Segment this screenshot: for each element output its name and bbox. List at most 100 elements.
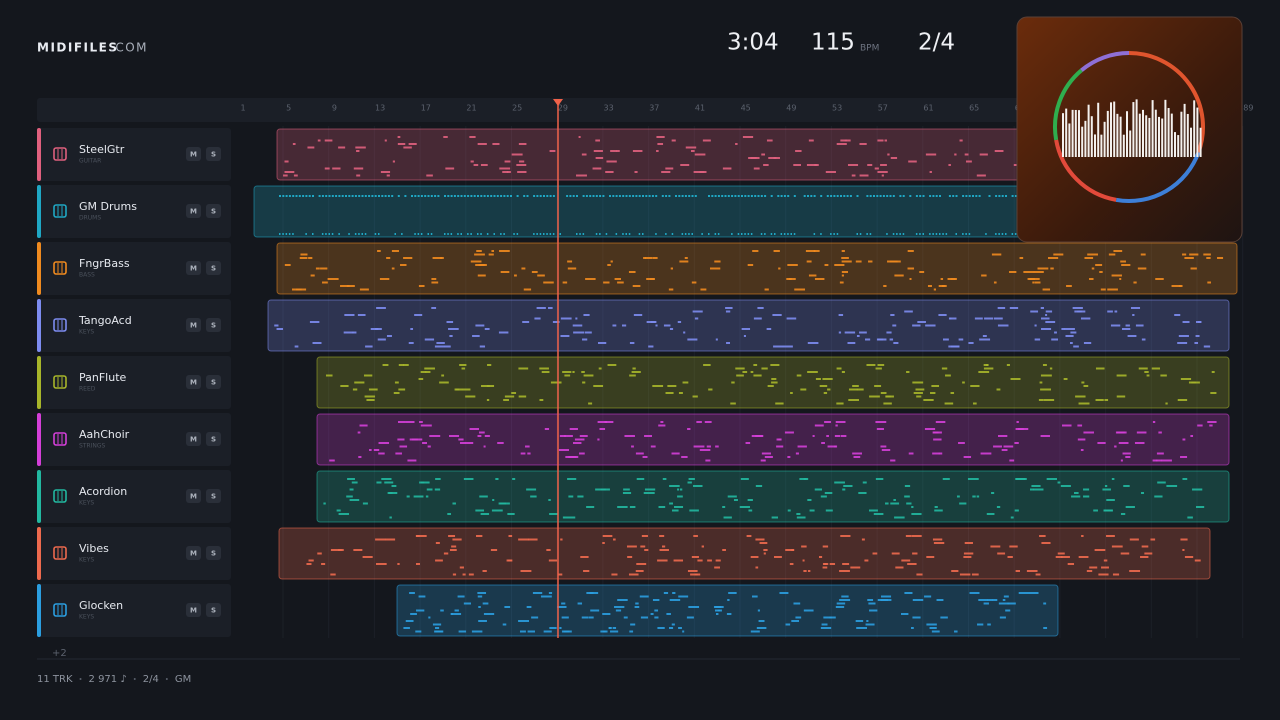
note [546,195,549,197]
mute-button[interactable] [186,261,201,275]
note [787,195,790,197]
note [859,174,869,177]
note [1006,364,1010,366]
mute-button[interactable] [186,318,201,332]
note [539,367,549,370]
note [875,478,884,480]
note [905,535,912,537]
playhead-handle[interactable] [553,99,563,106]
note [308,195,311,197]
note [1144,371,1149,373]
note [354,381,365,384]
note [441,374,445,377]
note [869,233,872,235]
mute-button[interactable] [186,147,201,161]
note [631,371,641,373]
note [683,331,686,334]
track-header[interactable] [37,242,231,295]
note [933,288,937,291]
note [784,431,794,434]
note [777,195,780,197]
note [802,559,805,562]
note [770,195,773,197]
track-icon [53,261,67,275]
track-header[interactable] [37,128,231,181]
solo-button[interactable] [206,318,221,332]
note [614,606,625,608]
note [895,566,904,569]
solo-button[interactable] [206,261,221,275]
note [415,563,421,565]
mute-button[interactable] [186,432,201,446]
solo-button[interactable] [206,147,221,161]
note [572,324,583,327]
track-header[interactable] [37,470,231,523]
note [1129,538,1139,541]
note [954,153,957,156]
note [564,374,571,377]
note [884,139,887,142]
waveform-bar [1116,113,1119,157]
note [745,442,751,444]
note [692,395,698,398]
note [1121,328,1131,330]
note [796,516,806,519]
more-tracks[interactable]: +2 [52,648,67,659]
note [394,381,399,384]
note [919,271,925,273]
note [549,627,557,629]
note [1041,317,1050,320]
track-name: AahChoir [79,428,130,441]
mute-button[interactable] [186,204,201,218]
note [463,478,474,480]
track-header[interactable] [37,356,231,409]
note [378,442,390,444]
note [634,606,640,608]
mute-button[interactable] [186,489,201,503]
note [340,385,349,387]
mute-button[interactable] [186,546,201,560]
note [518,143,527,145]
note [1005,233,1007,235]
note [694,317,699,320]
track-header[interactable] [37,185,231,238]
note [586,506,595,508]
mute-button[interactable] [186,603,201,617]
track-header[interactable] [37,299,231,352]
solo-button[interactable] [206,603,221,617]
note [972,495,976,498]
note [763,459,766,462]
note [797,445,807,448]
track-header[interactable] [37,584,231,637]
note [841,371,845,373]
note [671,452,680,455]
note [684,257,688,259]
note [731,233,733,235]
solo-button[interactable] [206,546,221,560]
note [1112,573,1120,576]
solo-button[interactable] [206,204,221,218]
note [1077,438,1086,441]
note [352,331,357,334]
solo-button[interactable] [206,432,221,446]
note [679,488,683,491]
note [1083,495,1090,498]
note [1141,338,1146,341]
note [559,233,561,235]
note [476,250,482,252]
solo-button[interactable] [206,375,221,389]
note [500,195,503,197]
track-header[interactable] [37,413,231,466]
note [1050,267,1054,270]
mute-button[interactable] [186,375,201,389]
track-icon [53,432,67,446]
note [550,381,562,384]
waveform-bar [1138,113,1141,157]
track-header[interactable] [37,527,231,580]
ruler-label: 37 [649,104,659,113]
note [1054,331,1057,334]
note [852,385,859,387]
solo-button[interactable] [206,489,221,503]
note [962,233,964,235]
note [959,573,971,576]
